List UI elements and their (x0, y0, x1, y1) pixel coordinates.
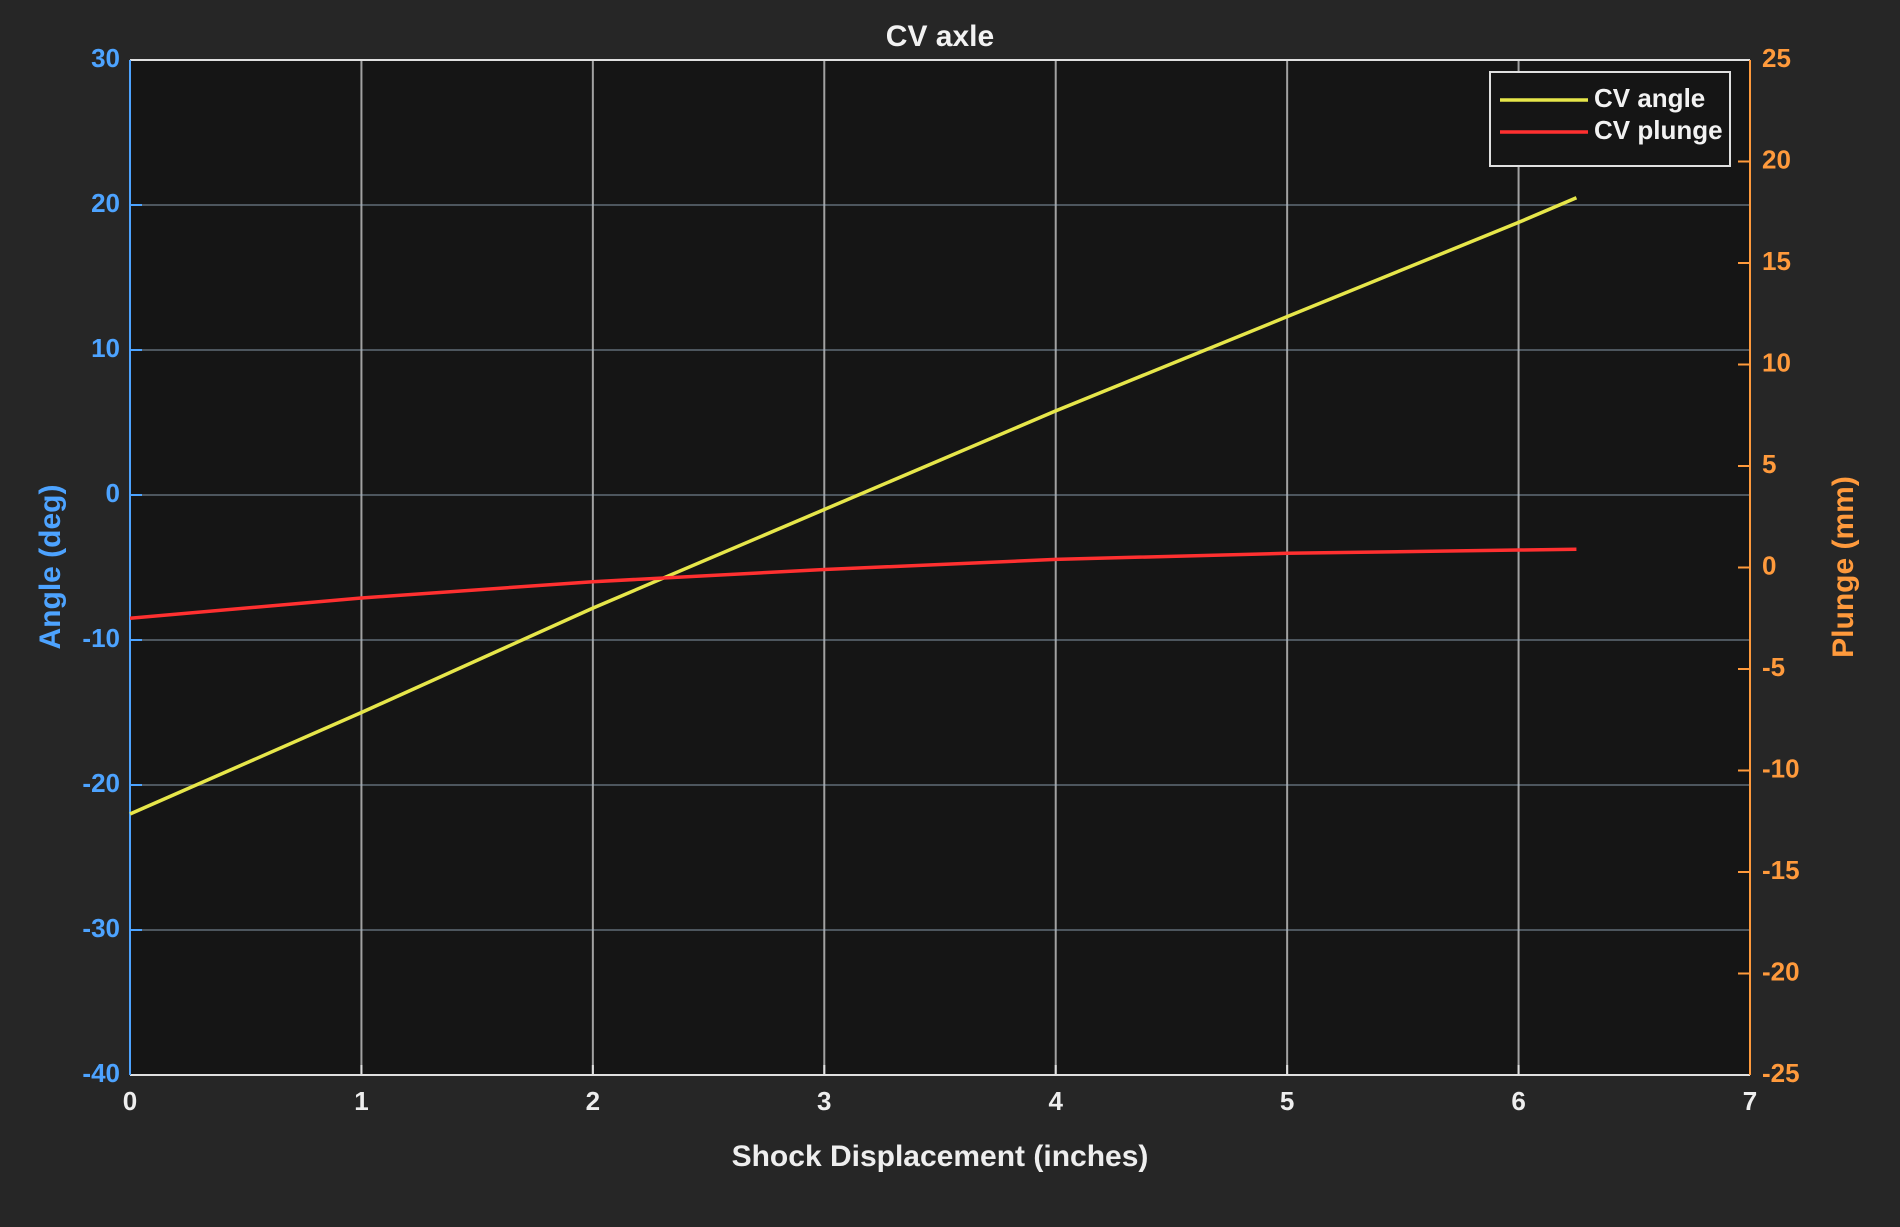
y2-tick-label: -20 (1762, 956, 1800, 986)
y-tick-label: -10 (82, 623, 120, 653)
y2-tick-label: 20 (1762, 144, 1791, 174)
y2-tick-label: -5 (1762, 652, 1785, 682)
y-tick-label: -20 (82, 768, 120, 798)
x-tick-label: 3 (817, 1086, 831, 1116)
data-line (129, 196, 1578, 816)
legend-box (1489, 71, 1731, 167)
plot-area (130, 60, 1750, 1075)
y2-tick-label: 10 (1762, 347, 1791, 377)
x-axis-label: Shock Displacement (inches) (732, 1140, 1149, 1173)
y2-tick-label: -10 (1762, 753, 1800, 783)
x-tick-label: 2 (586, 1086, 600, 1116)
data-line (129, 547, 1577, 620)
y2-tick-label: 0 (1762, 550, 1776, 580)
y2-axis-label: Plunge (mm) (1827, 476, 1860, 658)
x-tick-label: 6 (1511, 1086, 1525, 1116)
y2-tick-label: 5 (1762, 449, 1776, 479)
y-tick-label: 0 (106, 478, 120, 508)
x-tick-label: 1 (354, 1086, 368, 1116)
y2-tick-label: 15 (1762, 246, 1791, 276)
x-tick-label: 0 (123, 1086, 137, 1116)
y-tick-label: -40 (82, 1058, 120, 1088)
y2-tick-label: 25 (1762, 43, 1791, 73)
legend-label: CV angle (1594, 83, 1705, 113)
y2-tick-label: -25 (1762, 1058, 1800, 1088)
x-tick-label: 4 (1048, 1086, 1063, 1116)
legend-label: CV plunge (1594, 115, 1723, 145)
x-tick-label: 7 (1743, 1086, 1757, 1116)
y2-tick-label: -15 (1762, 855, 1800, 885)
x-tick-label: 5 (1280, 1086, 1294, 1116)
y-tick-label: 10 (91, 333, 120, 363)
y-tick-label: 20 (91, 188, 120, 218)
y-axis-label: Angle (deg) (34, 485, 67, 650)
y-tick-label: 30 (91, 43, 120, 73)
y-tick-label: -30 (82, 913, 120, 943)
chart-title: CV axle (886, 20, 994, 53)
